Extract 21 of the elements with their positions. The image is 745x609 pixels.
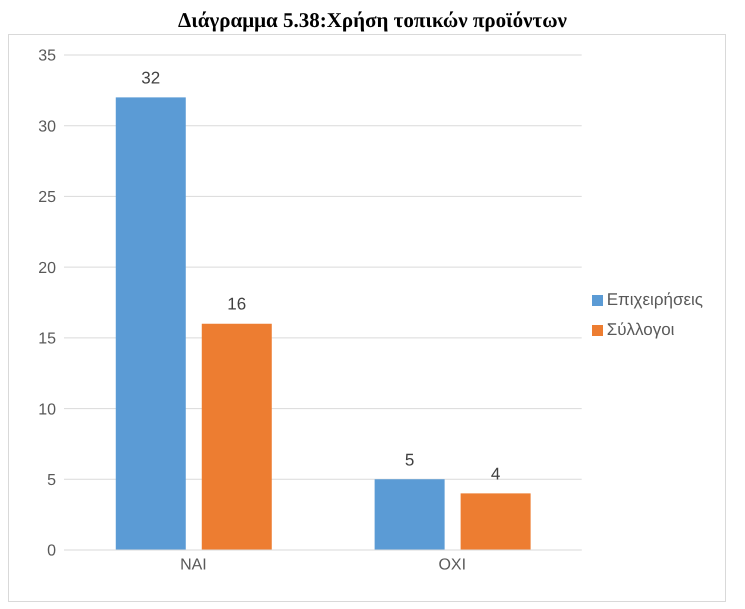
data-label: 5	[404, 450, 414, 470]
legend-label: Επιχειρήσεις	[606, 290, 703, 309]
bar	[374, 479, 445, 550]
y-tick-label: 30	[38, 118, 56, 136]
y-tick-label: 10	[38, 401, 56, 418]
y-tick-label: 20	[38, 260, 56, 277]
y-tick-label: 15	[38, 330, 56, 348]
y-tick-label: 0	[47, 542, 56, 560]
bar	[116, 97, 186, 550]
y-tick-label: 5	[47, 472, 56, 489]
data-label: 4	[490, 464, 500, 484]
data-label: 32	[141, 68, 160, 88]
data-label: 16	[227, 294, 246, 314]
bar	[460, 493, 531, 550]
x-tick-label: OXI	[438, 556, 466, 574]
bar	[202, 324, 272, 550]
x-tick-label: NAI	[180, 556, 207, 574]
chart-title: Διάγραμμα 5.38:Χρήση τοπικών προϊόντων	[177, 8, 568, 34]
y-tick-label: 35	[38, 48, 56, 65]
legend-label: Σύλλογοι	[606, 320, 674, 339]
y-tick-label: 25	[38, 189, 56, 206]
